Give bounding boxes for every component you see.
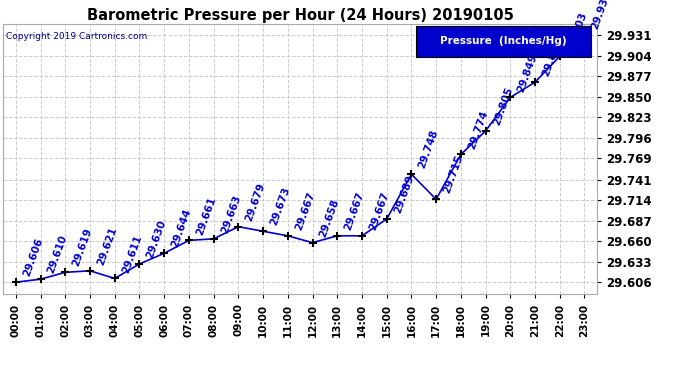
Text: 29.667: 29.667 xyxy=(293,190,317,232)
Text: Pressure  (Inches/Hg): Pressure (Inches/Hg) xyxy=(440,36,567,46)
Text: 29.679: 29.679 xyxy=(244,182,267,222)
Title: Barometric Pressure per Hour (24 Hours) 20190105: Barometric Pressure per Hour (24 Hours) … xyxy=(87,8,513,23)
Text: 29.689: 29.689 xyxy=(392,174,415,215)
Text: 29.606: 29.606 xyxy=(21,237,44,278)
Text: 29.931: 29.931 xyxy=(590,0,613,31)
Text: 29.715: 29.715 xyxy=(442,154,465,195)
FancyBboxPatch shape xyxy=(416,26,591,57)
Text: 29.658: 29.658 xyxy=(318,197,341,238)
Text: 29.630: 29.630 xyxy=(145,219,168,260)
Text: 29.644: 29.644 xyxy=(170,208,193,249)
Text: 29.610: 29.610 xyxy=(46,234,69,275)
Text: 29.748: 29.748 xyxy=(417,129,440,170)
Text: 29.621: 29.621 xyxy=(95,225,119,267)
Text: 29.673: 29.673 xyxy=(268,186,292,227)
Text: 29.611: 29.611 xyxy=(120,233,144,274)
Text: 29.869: 29.869 xyxy=(540,37,564,78)
Text: 29.805: 29.805 xyxy=(491,86,514,127)
Text: 29.619: 29.619 xyxy=(71,227,94,268)
Text: Copyright 2019 Cartronics.com: Copyright 2019 Cartronics.com xyxy=(6,33,148,42)
Text: 29.667: 29.667 xyxy=(343,190,366,232)
Text: 29.661: 29.661 xyxy=(195,195,217,236)
Text: 29.667: 29.667 xyxy=(368,190,391,232)
Text: 29.663: 29.663 xyxy=(219,194,242,235)
Text: 29.849: 29.849 xyxy=(516,52,539,93)
Text: 29.774: 29.774 xyxy=(466,109,490,150)
Text: 29.903: 29.903 xyxy=(565,11,589,52)
